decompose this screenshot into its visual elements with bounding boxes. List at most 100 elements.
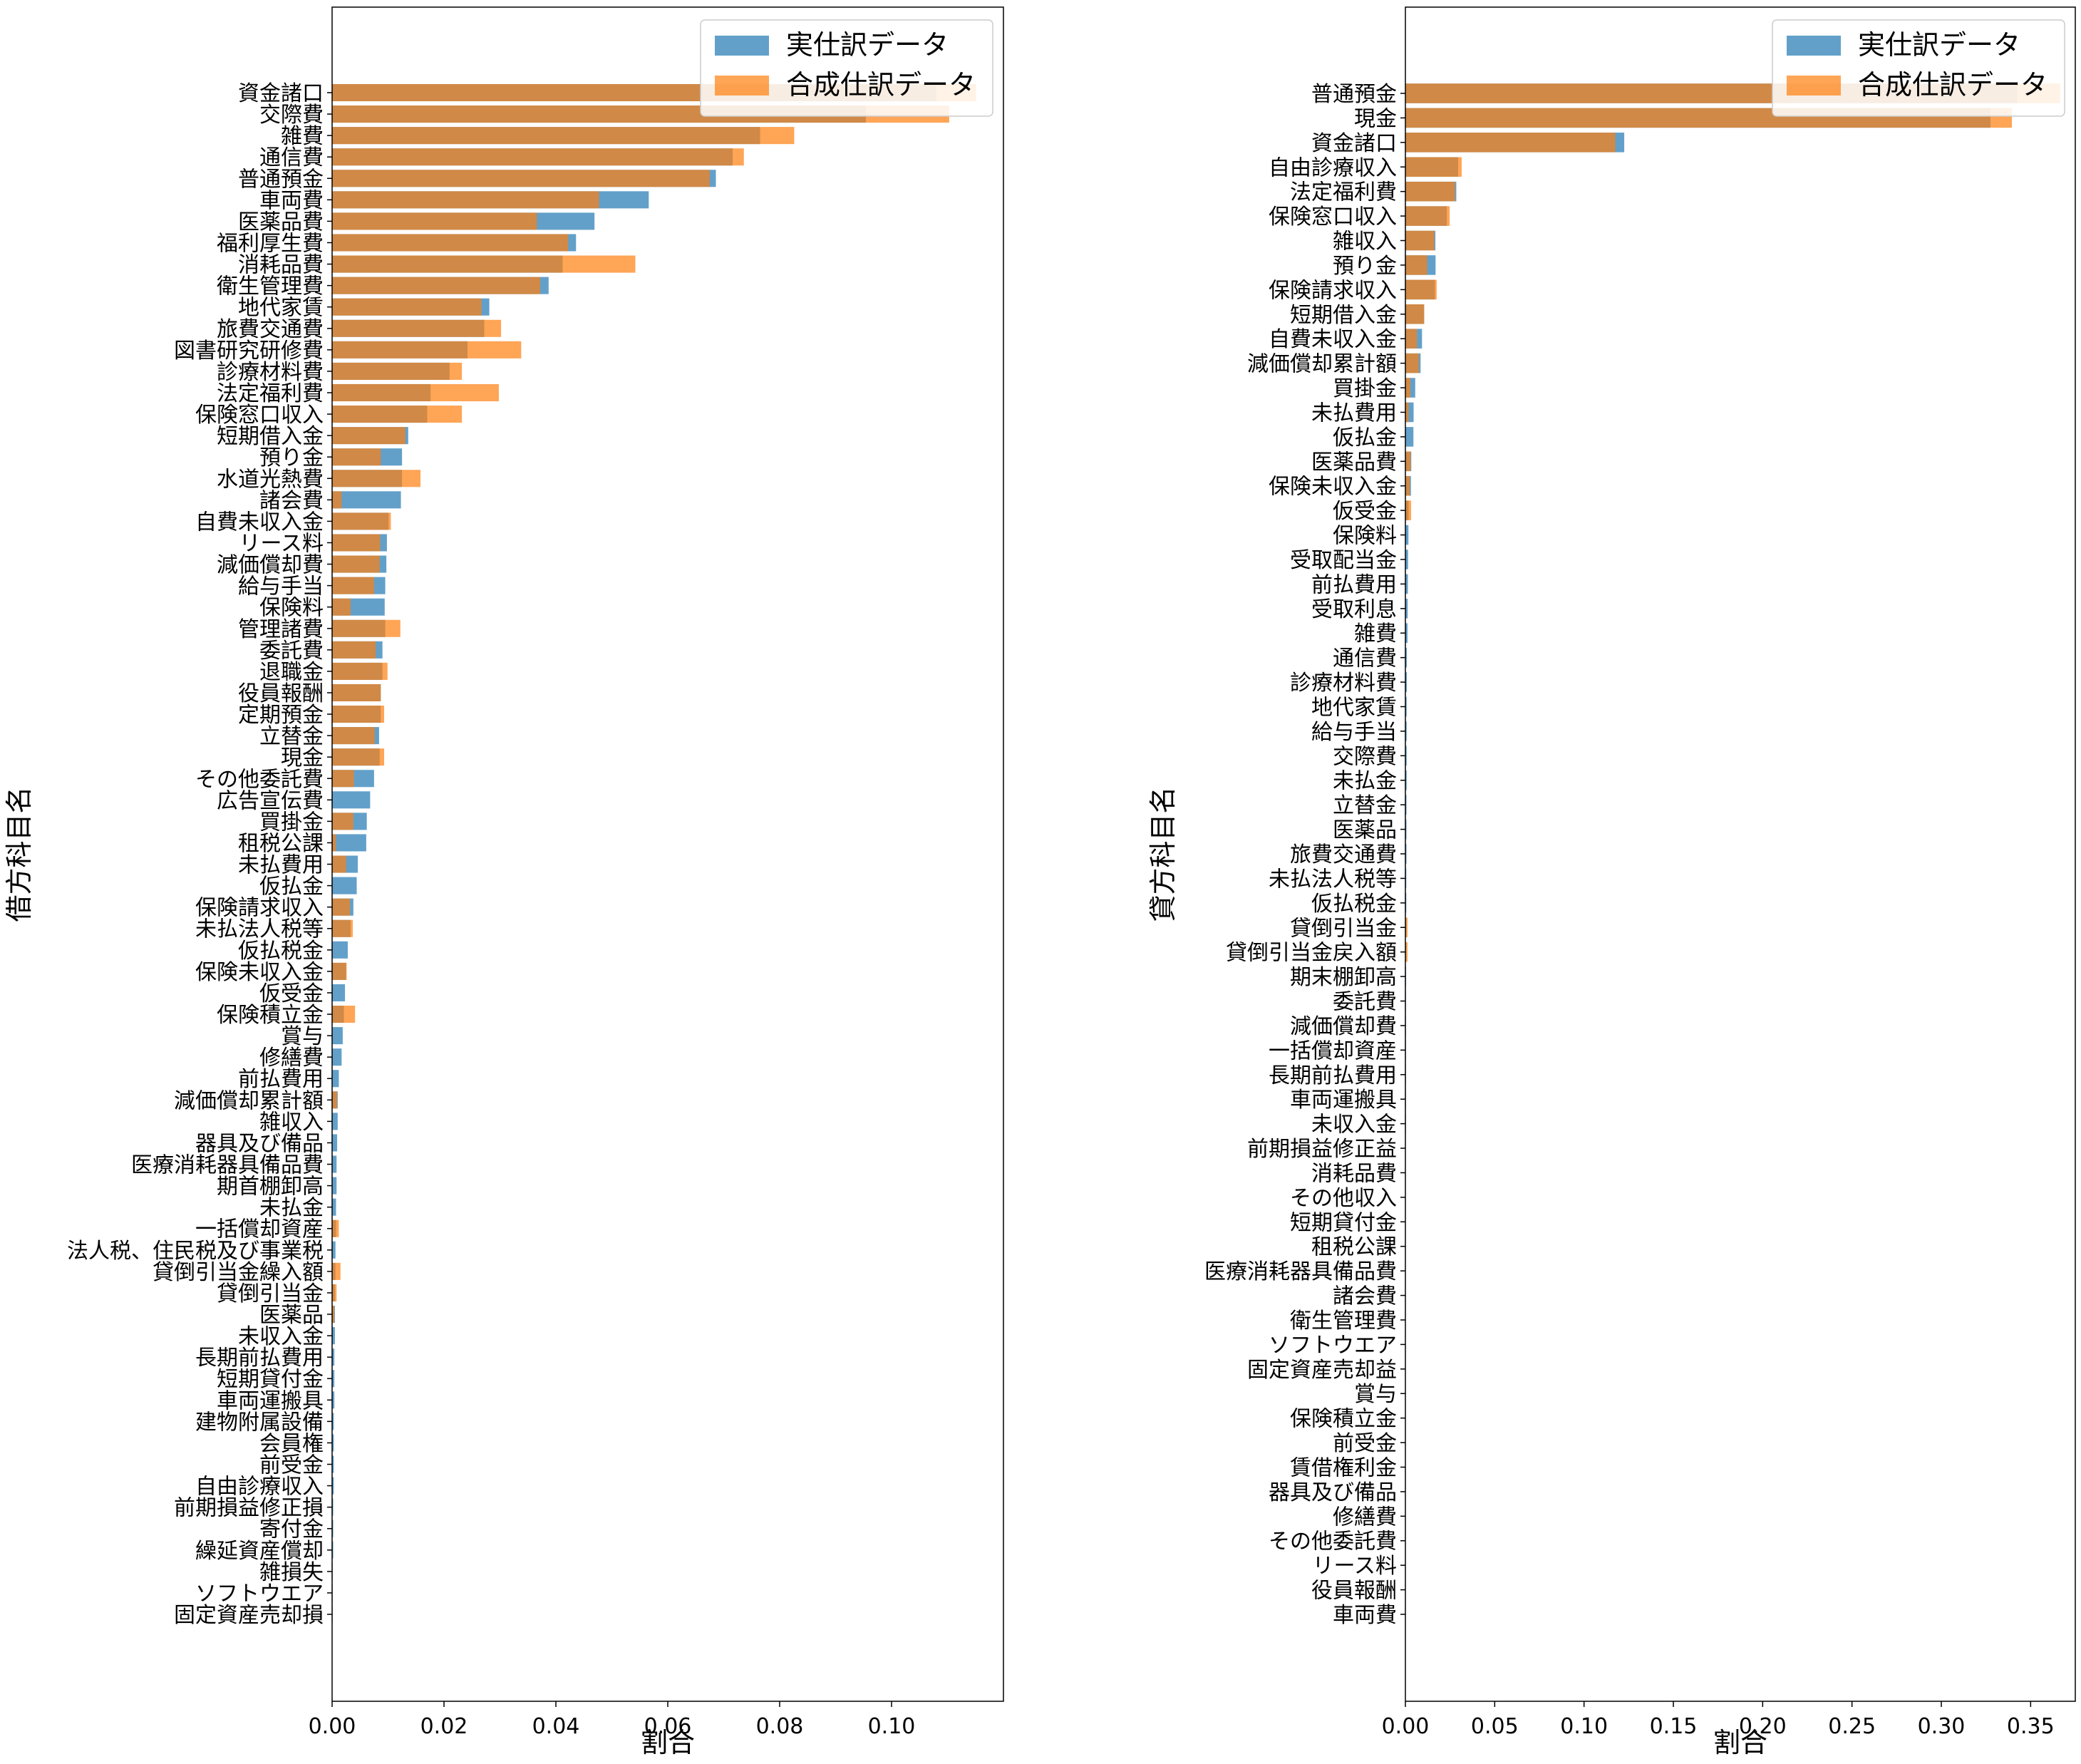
- x-tick-label: 0.10: [1560, 1714, 1608, 1739]
- bar-real: [332, 877, 357, 894]
- y-tick-label: 自費未収入金: [195, 510, 324, 535]
- x-tick-label: 0.00: [1382, 1714, 1430, 1739]
- y-tick-label: 退職金: [259, 660, 324, 685]
- bar-real: [332, 1541, 334, 1559]
- y-tick-label: 現金: [281, 746, 324, 770]
- y-tick-label: 医薬品費: [1311, 450, 1397, 475]
- y-tick-label: 雑費: [281, 124, 324, 149]
- bar-real: [332, 1327, 335, 1345]
- y-tick-label: 福利厚生費: [217, 231, 324, 256]
- bar-synthetic: [332, 684, 381, 701]
- y-tick-label: 衛生管理費: [217, 274, 324, 299]
- bar-real: [1405, 844, 1407, 864]
- y-tick-label: 自費未収入金: [1269, 327, 1397, 352]
- y-tick-label: 自由診療収入: [1269, 155, 1397, 180]
- x-tick-label: 0.20: [1739, 1714, 1787, 1739]
- bar-real: [332, 1477, 334, 1495]
- y-tick-label: 長期前払費用: [1269, 1063, 1397, 1088]
- bar-synthetic: [332, 319, 502, 337]
- legend-swatch: [1787, 36, 1841, 56]
- y-tick-label: 未払法人税等: [1269, 867, 1397, 892]
- bar-real: [332, 1413, 334, 1430]
- y-tick-label: 法人税、住民税及び事業税: [67, 1239, 324, 1264]
- bar-synthetic: [1405, 255, 1427, 275]
- y-tick-label: 受取利息: [1311, 597, 1397, 622]
- y-tick-label: 管理諸費: [238, 617, 324, 642]
- y-tick-label: 未払費用: [238, 853, 324, 878]
- bar-synthetic: [332, 234, 569, 252]
- y-tick-label: 預り金: [259, 445, 324, 470]
- bar-real: [1405, 696, 1407, 717]
- y-tick-label: 保険料: [259, 596, 324, 621]
- y-tick-label: 仮受金: [1333, 499, 1397, 524]
- legend-label: 実仕訳データ: [786, 29, 949, 61]
- y-tick-label: 仮払金: [1333, 425, 1397, 450]
- bar-synthetic: [1405, 353, 1419, 373]
- y-tick-label: ソフトウエア: [1269, 1333, 1397, 1358]
- bar-synthetic: [332, 534, 381, 552]
- y-tick-label: 医薬品費: [238, 210, 324, 234]
- y-tick-label: 交際費: [1333, 744, 1397, 769]
- y-tick-label: 保険未収入金: [1269, 475, 1397, 500]
- y-tick-label: 固定資産売却益: [1247, 1358, 1397, 1383]
- y-tick-label: 貸倒引当金戻入額: [1226, 941, 1397, 966]
- bar-synthetic: [332, 427, 406, 445]
- y-tick-label: 医療消耗器具備品費: [1204, 1259, 1397, 1284]
- bar-synthetic: [332, 406, 463, 423]
- y-tick-label: 一括償却資産: [195, 1217, 324, 1242]
- y-tick-label: 短期貸付金: [217, 1367, 324, 1392]
- y-tick-label: 短期借入金: [1290, 303, 1397, 328]
- bar-real: [332, 1177, 337, 1195]
- y-tick-label: 減価償却費: [1290, 1014, 1397, 1039]
- y-tick-label: 前払費用: [238, 1067, 324, 1092]
- y-tick-label: 定期預金: [238, 703, 324, 728]
- bar-real: [332, 1070, 339, 1088]
- bar-synthetic: [1405, 378, 1411, 398]
- bar-synthetic: [1405, 133, 1616, 153]
- y-tick-label: 車両運搬具: [1290, 1088, 1397, 1113]
- bar-synthetic: [332, 298, 482, 316]
- bar-real: [1405, 623, 1408, 643]
- y-tick-label: 寄付金: [259, 1517, 324, 1542]
- y-tick-label: 賃借権利金: [1290, 1455, 1397, 1480]
- y-tick-label: 雑費: [1354, 621, 1397, 646]
- y-tick-label: 消耗品費: [238, 253, 324, 278]
- bar-real: [1405, 819, 1407, 840]
- y-tick-label: 役員報酬: [1311, 1579, 1397, 1604]
- y-tick-label: 仮払税金: [1311, 892, 1397, 917]
- y-tick-label: 受取配当金: [1290, 548, 1397, 573]
- y-tick-label: 減価償却費: [217, 553, 324, 578]
- y-tick-label: 修繕費: [1333, 1505, 1397, 1530]
- bar-real: [1405, 550, 1408, 569]
- bar-real: [1405, 427, 1414, 447]
- y-tick-label: 資金諸口: [1311, 131, 1397, 156]
- bar-synthetic: [332, 212, 537, 230]
- bar-real: [332, 1348, 335, 1366]
- bar-real: [1405, 647, 1408, 668]
- y-tick-label: その他委託費: [195, 767, 324, 792]
- bar-synthetic: [332, 1284, 337, 1301]
- y-tick-label: 建物附属設備: [195, 1410, 324, 1435]
- bar-synthetic: [332, 512, 391, 530]
- bar-synthetic: [332, 662, 388, 680]
- y-tick-label: 車両費: [259, 188, 324, 213]
- bar-real: [332, 791, 371, 809]
- bar-real: [1405, 525, 1409, 545]
- y-axis-label: 借方科目名: [4, 786, 35, 922]
- y-tick-label: 普通預金: [238, 167, 324, 192]
- bar-real: [332, 1520, 334, 1537]
- y-axis-label: 貸方科目名: [1147, 786, 1179, 922]
- y-tick-label: 法定福利費: [217, 381, 324, 406]
- bar-synthetic: [1405, 917, 1408, 938]
- x-tick-label: 0.00: [309, 1714, 356, 1739]
- bar-real: [332, 834, 366, 852]
- y-tick-label: 買掛金: [259, 810, 324, 835]
- y-tick-label: その他委託費: [1269, 1530, 1397, 1554]
- y-tick-label: 委託費: [259, 639, 324, 664]
- y-tick-label: 旅費交通費: [1290, 842, 1397, 867]
- bar-synthetic: [332, 448, 381, 466]
- y-tick-label: 旅費交通費: [217, 317, 324, 342]
- bar-synthetic: [1405, 206, 1450, 226]
- bar-synthetic: [332, 491, 342, 509]
